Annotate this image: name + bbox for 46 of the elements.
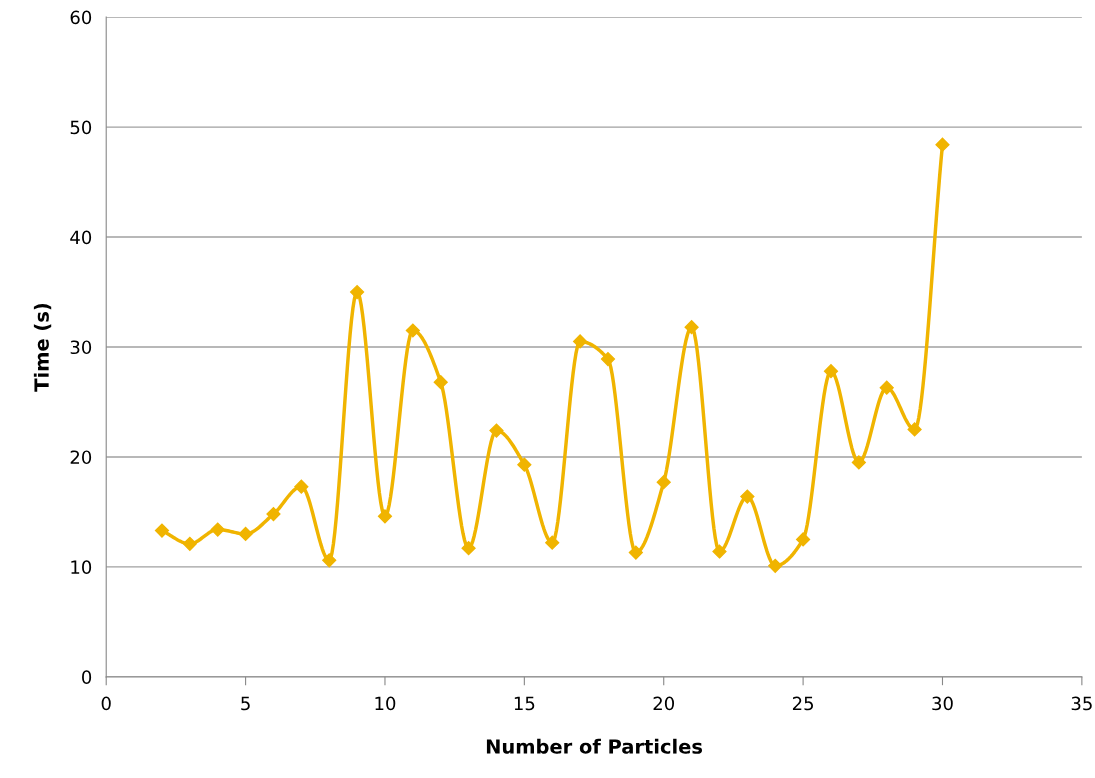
point bbox=[294, 479, 309, 494]
x-tick-label: 10 bbox=[375, 696, 396, 711]
point bbox=[573, 334, 588, 349]
y-tick-label: 40 bbox=[70, 230, 92, 245]
point bbox=[628, 545, 643, 560]
point bbox=[684, 320, 699, 335]
y-tick-label: 10 bbox=[71, 560, 92, 575]
point bbox=[851, 455, 866, 470]
x-tick-label: 0 bbox=[101, 696, 111, 711]
point bbox=[405, 323, 420, 338]
point bbox=[377, 509, 393, 524]
point bbox=[350, 284, 365, 300]
point bbox=[907, 422, 922, 437]
point bbox=[489, 423, 504, 438]
point bbox=[823, 364, 839, 379]
point bbox=[322, 553, 337, 568]
x-tick-label: 5 bbox=[241, 696, 250, 711]
point bbox=[238, 526, 253, 541]
point bbox=[517, 457, 532, 472]
y-tick-label: 20 bbox=[70, 450, 92, 465]
point bbox=[712, 544, 727, 559]
point bbox=[796, 532, 811, 547]
point bbox=[266, 507, 281, 522]
point bbox=[154, 523, 170, 538]
x-tick-label: 15 bbox=[514, 696, 535, 711]
point bbox=[210, 522, 225, 537]
y-tick-label: 0 bbox=[82, 670, 92, 684]
point bbox=[740, 489, 755, 504]
y-tick-label: 30 bbox=[70, 340, 92, 355]
y-axis-title: Time (s) bbox=[33, 303, 52, 392]
x-tick-label: 30 bbox=[932, 696, 953, 711]
point bbox=[768, 558, 783, 573]
x-tick-label: 35 bbox=[1071, 696, 1092, 711]
point bbox=[461, 541, 476, 556]
x-tick-label: 20 bbox=[653, 696, 675, 711]
point bbox=[600, 352, 616, 367]
x-tick-label: 25 bbox=[792, 696, 814, 711]
y-tick-label: 60 bbox=[70, 10, 92, 25]
x-axis-title: Number of Particles bbox=[486, 738, 703, 754]
point bbox=[879, 380, 894, 395]
y-tick-label: 50 bbox=[70, 120, 92, 135]
point bbox=[545, 535, 560, 550]
point bbox=[433, 375, 448, 390]
point bbox=[656, 475, 671, 490]
point bbox=[935, 137, 950, 152]
point bbox=[182, 536, 197, 551]
